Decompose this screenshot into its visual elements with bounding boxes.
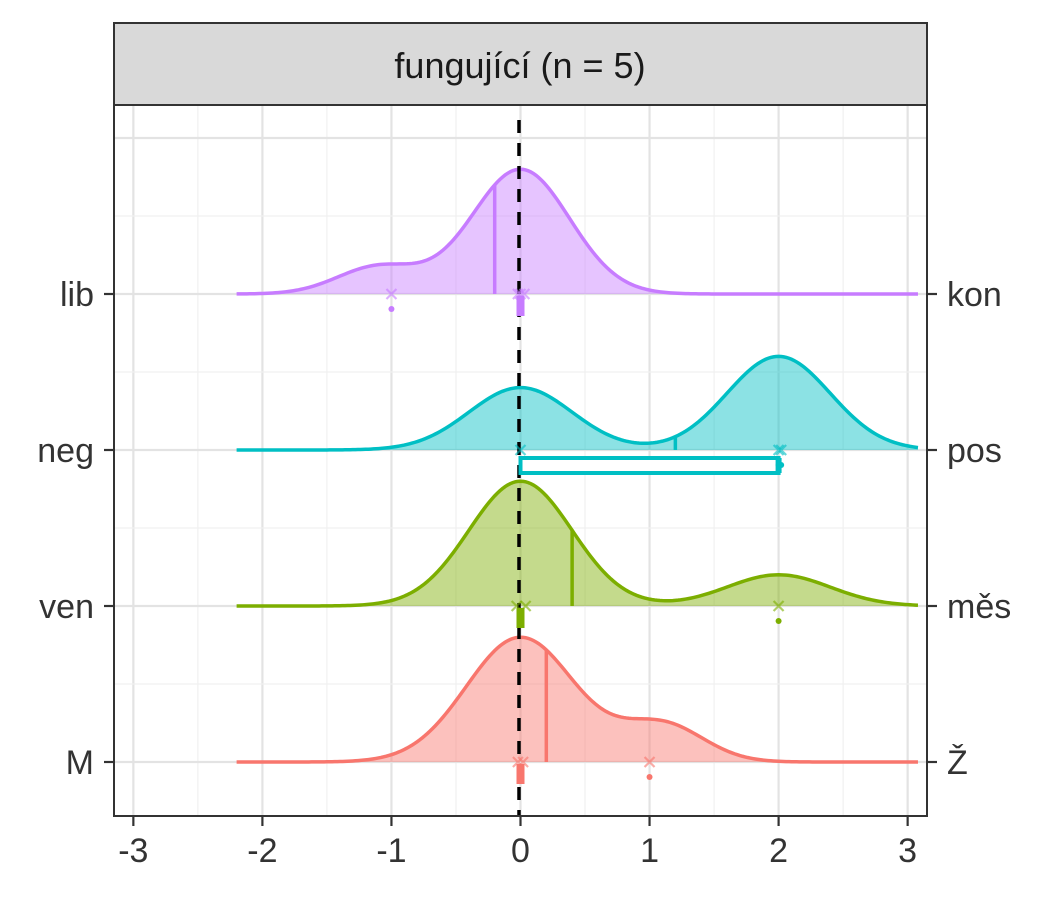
facet-strip	[113, 22, 928, 106]
density-area-neg	[236, 356, 918, 450]
x-tick-label: -1	[376, 832, 406, 870]
point-cross	[510, 600, 523, 612]
point-cross	[514, 288, 527, 300]
points-neg	[514, 444, 787, 475]
point-dot	[388, 306, 395, 312]
point-dot	[778, 462, 785, 468]
point-cross	[643, 756, 656, 768]
x-tick-label: 1	[640, 832, 659, 870]
y-tick-label-right: Ž	[947, 744, 968, 782]
data-points	[385, 288, 787, 784]
density-area-ven	[236, 481, 918, 606]
points-ven	[510, 600, 785, 628]
density-line-ven	[236, 479, 919, 608]
x-tick-label: -3	[118, 832, 148, 870]
density-line-neg	[236, 354, 919, 452]
density-line-lib	[236, 167, 918, 296]
interval-mark-M	[516, 764, 525, 784]
interval-box-neg	[518, 456, 781, 475]
x-tick-label: 2	[769, 832, 788, 870]
x-tick-label: 0	[511, 832, 530, 870]
y-tick-label-left: ven	[39, 588, 94, 626]
point-cross	[772, 600, 785, 612]
x-tick-label: -2	[247, 832, 277, 870]
y-tick-label-left: M	[66, 744, 94, 782]
point-cross	[772, 444, 785, 456]
point-cross	[519, 600, 532, 612]
y-tick-label-left: lib	[60, 276, 94, 314]
facet-title: fungující (n = 5)	[394, 45, 645, 86]
point-cross	[385, 288, 398, 300]
density-area-M	[236, 637, 918, 762]
point-cross	[514, 444, 527, 456]
interval-mark-ven	[516, 608, 525, 628]
density-line-M	[236, 635, 918, 764]
points-M	[512, 756, 656, 784]
ridges	[236, 167, 919, 764]
y-tick-label-right: měs	[947, 588, 1011, 626]
interval-mark-lib	[516, 296, 525, 316]
y-tick-label-right: kon	[947, 276, 1002, 314]
point-dot	[775, 618, 782, 624]
y-tick-label-right: pos	[947, 432, 1002, 470]
x-tick-label: 3	[898, 832, 917, 870]
point-cross	[517, 756, 529, 768]
y-tick-label-left: neg	[37, 432, 94, 470]
points-lib	[385, 288, 531, 316]
point-dot	[646, 774, 653, 780]
point-cross	[775, 444, 787, 456]
point-cross	[518, 288, 531, 300]
